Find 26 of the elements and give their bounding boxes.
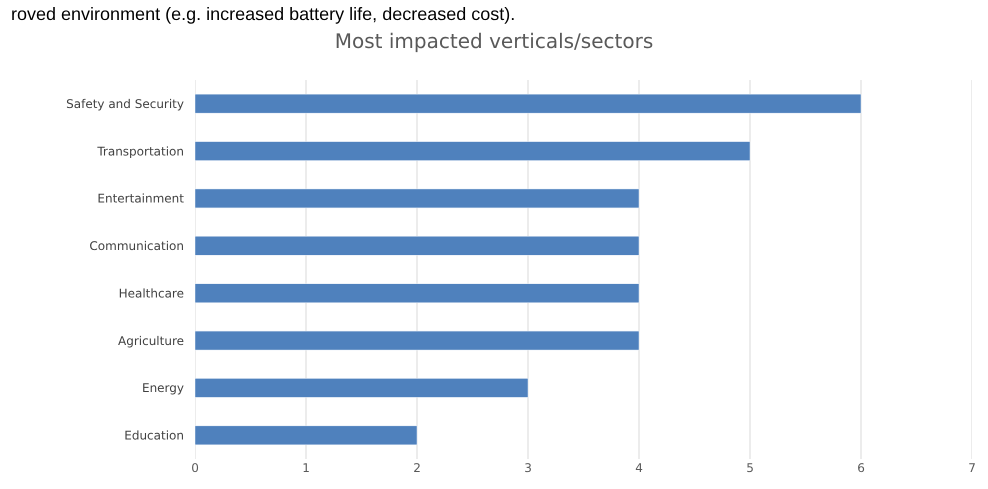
bar [195, 426, 418, 446]
x-tick-label: 6 [857, 461, 865, 475]
x-tick-label: 1 [302, 461, 310, 475]
x-tick-label: 3 [524, 461, 532, 475]
bar [195, 283, 640, 303]
bar [195, 141, 750, 161]
x-tick-label: 4 [635, 461, 643, 475]
bar [195, 188, 640, 208]
x-tick-label: 5 [746, 461, 754, 475]
text: roved environment (e.g. increased battery life, decreased cost). [11, 4, 516, 24]
y-tick-label: Education [124, 428, 184, 443]
y-tick-label: Communication [89, 239, 184, 254]
bar [195, 378, 528, 398]
bar [195, 330, 640, 350]
x-tick-label: 0 [191, 461, 199, 475]
x-tick-label: 2 [413, 461, 421, 475]
chart-title: Most impacted verticals/sectors [334, 29, 654, 54]
y-tick-label: Entertainment [97, 192, 184, 206]
y-tick-label: Healthcare [118, 286, 184, 300]
bar [195, 94, 862, 114]
bar [195, 236, 640, 256]
y-tick-label: Agriculture [118, 334, 184, 348]
y-tick-label: Transportation [96, 144, 184, 158]
x-tick-label: 7 [968, 461, 976, 475]
y-tick-label: Energy [142, 381, 184, 396]
y-tick-label: Safety and Security [66, 96, 184, 111]
